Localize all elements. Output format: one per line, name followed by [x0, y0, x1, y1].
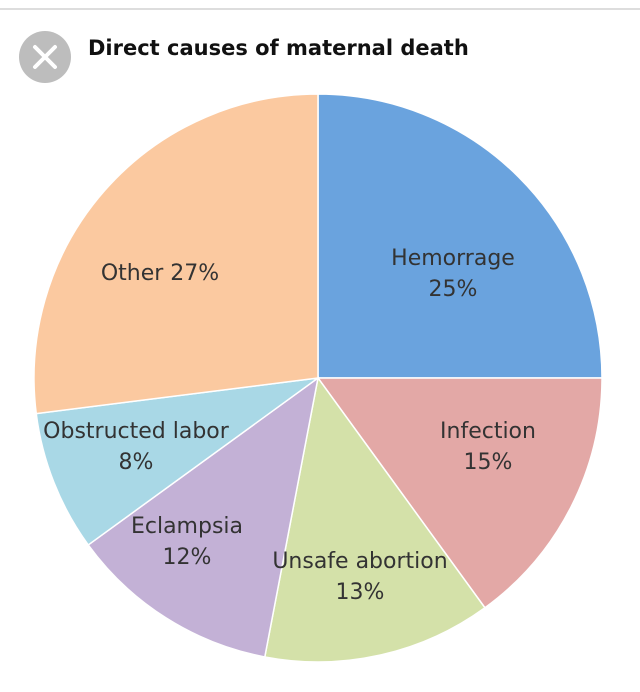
- pie-slice: [263, 376, 486, 663]
- pie-slice: [316, 377, 603, 609]
- slice-value-label: 13%: [336, 580, 385, 605]
- slice-category: Hemorrage: [391, 246, 515, 271]
- slice-category: Eclampsia: [131, 514, 243, 539]
- slice-value-label: 15%: [464, 450, 513, 475]
- slice-category: Other: [101, 261, 164, 286]
- slice-value-label: 27%: [170, 261, 219, 286]
- slice-label: Unsafe abortion 13%: [272, 549, 447, 605]
- slice-label: Hemorrage 25%: [391, 246, 515, 302]
- slice-category: Unsafe abortion: [272, 549, 447, 574]
- slice-category: Obstructed labor: [43, 419, 230, 444]
- slice-category: Infection: [440, 419, 536, 444]
- slice-value-label: 12%: [163, 545, 212, 570]
- pie-slice: [317, 93, 603, 379]
- pie-slice: [87, 376, 320, 658]
- slice-value-label: 25%: [429, 277, 478, 302]
- pie-slice: [35, 377, 319, 546]
- slice-label: Obstructed labor 8%: [43, 419, 230, 475]
- slice-value-label: 8%: [119, 450, 154, 475]
- close-button[interactable]: [19, 31, 71, 83]
- slice-label: Infection 15%: [440, 419, 536, 475]
- slice-label: Eclampsia 12%: [131, 514, 243, 570]
- slice-label: Other 27%: [101, 261, 219, 286]
- chart-title: Direct causes of maternal death: [88, 36, 469, 60]
- pie: Hemorrage 25% Infection 15% Unsafe abortion 1…: [33, 93, 603, 663]
- pie-slice: [33, 93, 319, 415]
